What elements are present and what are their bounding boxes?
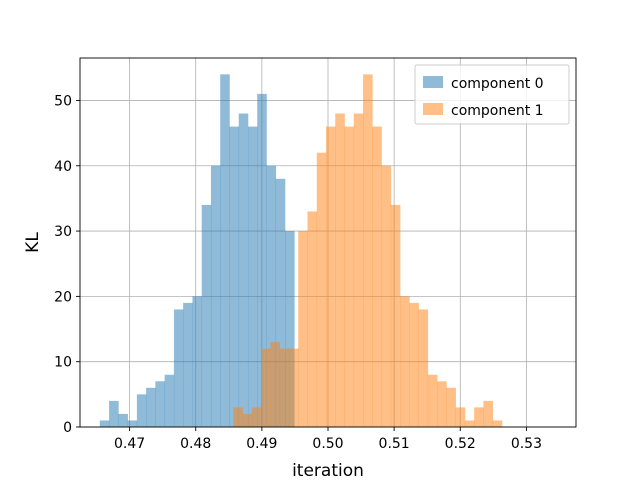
histogram-bar bbox=[257, 93, 267, 428]
y-tick-label: 30 bbox=[54, 224, 72, 240]
legend-swatch bbox=[423, 76, 443, 88]
y-tick-label: 10 bbox=[54, 355, 72, 371]
x-tick-label: 0.50 bbox=[312, 436, 343, 452]
series-1 bbox=[233, 74, 503, 428]
histogram-bar bbox=[270, 342, 281, 427]
histogram-bar bbox=[427, 374, 438, 427]
histogram-bar bbox=[261, 348, 271, 427]
x-axis-label: iteration bbox=[292, 461, 364, 480]
histogram-bar bbox=[146, 387, 156, 427]
histogram-bar bbox=[279, 348, 290, 427]
histogram-bar bbox=[99, 420, 110, 427]
legend: component 0 component 1 bbox=[414, 64, 570, 125]
histogram-bar bbox=[400, 296, 410, 427]
histogram-bar bbox=[492, 420, 503, 427]
histogram-bar bbox=[229, 126, 240, 427]
x-tick-label: 0.49 bbox=[246, 436, 277, 452]
histogram-bar bbox=[192, 296, 202, 427]
histogram-bar bbox=[437, 381, 447, 427]
histogram-bar bbox=[335, 113, 345, 427]
histogram-bar bbox=[127, 420, 138, 427]
histogram-bar bbox=[220, 74, 230, 428]
histogram-bar bbox=[464, 420, 475, 427]
histogram-bar bbox=[344, 126, 355, 427]
histogram-bar bbox=[173, 309, 184, 427]
x-tick-label: 0.47 bbox=[114, 436, 145, 452]
histogram-bar bbox=[474, 407, 484, 427]
histogram-bar bbox=[233, 407, 243, 427]
histogram-bar bbox=[164, 374, 175, 427]
histogram-bar bbox=[109, 400, 119, 427]
histogram-bar bbox=[183, 302, 193, 427]
histogram-bar bbox=[251, 407, 262, 427]
y-tick-label: 50 bbox=[54, 93, 72, 109]
histogram-bar bbox=[418, 309, 429, 427]
y-tick-label: 0 bbox=[63, 420, 72, 436]
histogram-bar bbox=[316, 152, 327, 428]
legend-label: component 0 bbox=[451, 76, 544, 92]
histogram-bar bbox=[298, 231, 308, 427]
histogram-bar bbox=[483, 400, 493, 427]
histogram-bar bbox=[363, 74, 373, 428]
histogram-bar bbox=[266, 165, 277, 428]
histogram-bar bbox=[210, 165, 221, 428]
histogram-bar bbox=[118, 413, 128, 427]
series-0 bbox=[99, 74, 295, 428]
histogram-bar bbox=[288, 348, 299, 427]
x-tick-label: 0.51 bbox=[379, 436, 410, 452]
bars bbox=[99, 74, 503, 428]
legend-label: component 1 bbox=[451, 103, 544, 119]
x-tick-label: 0.52 bbox=[445, 436, 476, 452]
histogram-bar bbox=[390, 204, 401, 427]
x-tick-label: 0.48 bbox=[180, 436, 211, 452]
histogram-bar bbox=[455, 407, 466, 427]
histogram-bar bbox=[247, 126, 258, 427]
histogram-bar bbox=[242, 413, 253, 427]
histogram-bar bbox=[136, 394, 147, 427]
legend-swatch bbox=[423, 103, 443, 115]
y-tick-label: 40 bbox=[54, 159, 72, 175]
histogram-bar bbox=[275, 178, 286, 427]
histogram-bar bbox=[353, 113, 364, 427]
x-tick-label: 0.53 bbox=[511, 436, 542, 452]
histogram-bar bbox=[381, 165, 392, 428]
legend-box bbox=[414, 64, 570, 125]
histogram-bar bbox=[409, 302, 419, 427]
histogram-bar bbox=[201, 204, 212, 427]
ticks: 0.47 0.48 0.49 0.50 0.51 0.52 0.53 0 10 20 30 40 50 bbox=[54, 93, 542, 452]
histogram-bar bbox=[285, 231, 295, 427]
histogram-bar bbox=[372, 126, 382, 427]
histogram-bar bbox=[155, 381, 165, 427]
y-tick-label: 20 bbox=[54, 289, 72, 305]
histogram-bar bbox=[446, 387, 456, 427]
histogram-bar bbox=[307, 211, 318, 427]
histogram-bar bbox=[326, 126, 336, 427]
y-axis-label: KL bbox=[23, 232, 43, 253]
histogram-bar bbox=[238, 113, 249, 427]
